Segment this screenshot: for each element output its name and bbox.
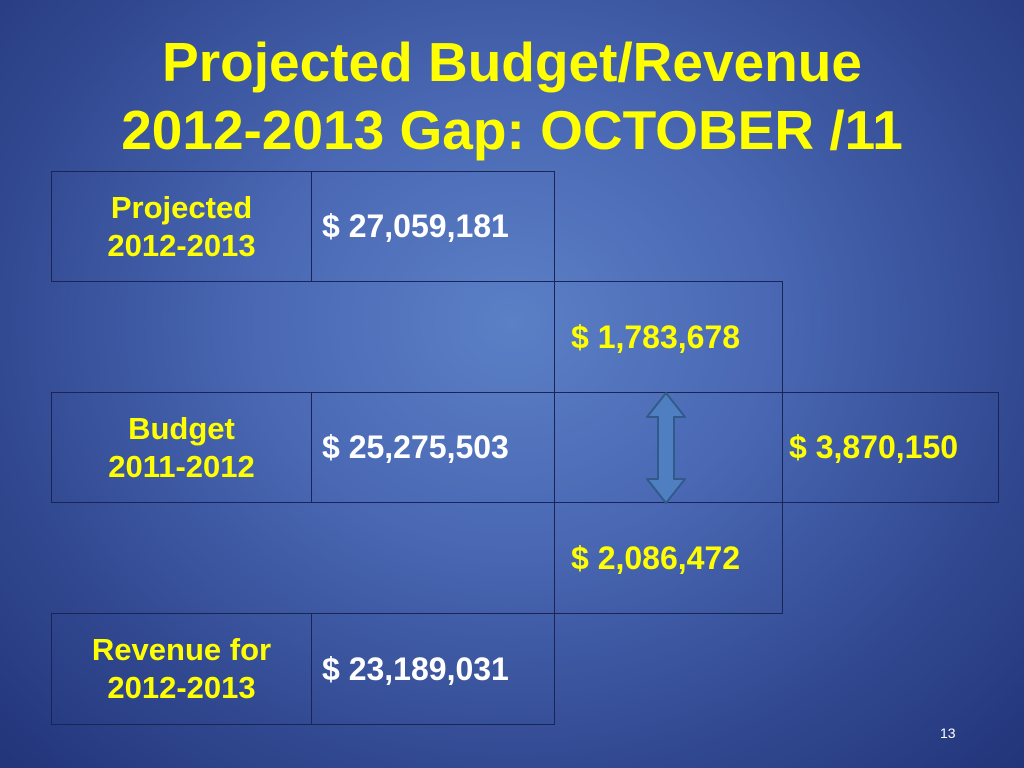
title-line-1: Projected Budget/Revenue: [162, 31, 862, 93]
gap-lower-amount: $ 2,086,472: [571, 539, 741, 576]
budget-amount: $ 25,275,503: [322, 429, 509, 465]
revenue-amount: $ 23,189,031: [322, 650, 509, 687]
double-arrow-icon: [646, 392, 686, 504]
projected-label-cell: Projected 2012-2013: [51, 171, 312, 282]
projected-label-line-1: Projected: [110, 189, 253, 225]
slide-title: Projected Budget/Revenue 2012-2013 Gap: …: [0, 28, 1024, 164]
projected-label-line-2: 2012-2013: [107, 227, 256, 263]
projected-amount-cell: $ 27,059,181: [311, 171, 555, 282]
budget-label-line-2: 2011-2012: [108, 448, 255, 484]
gap-lower-cell: $ 2,086,472: [554, 502, 783, 614]
gap-total-cell: $ 3,870,150: [782, 392, 999, 503]
budget-amount-cell: $ 25,275,503: [311, 392, 555, 503]
revenue-label-line-2: 2012-2013: [107, 670, 256, 705]
gap-upper-cell: $ 1,783,678: [554, 281, 783, 393]
budget-label-cell: Budget 2011-2012: [51, 392, 312, 503]
title-line-2: 2012-2013 Gap: OCTOBER /11: [121, 99, 903, 161]
budget-label-line-1: Budget: [128, 410, 235, 446]
gap-total-amount: $ 3,870,150: [789, 429, 959, 465]
projected-amount: $ 27,059,181: [322, 208, 509, 244]
revenue-label-line-1: Revenue for: [91, 632, 272, 667]
page-number: 13: [940, 725, 956, 741]
revenue-label-cell: Revenue for 2012-2013: [51, 613, 312, 725]
revenue-amount-cell: $ 23,189,031: [311, 613, 555, 725]
gap-upper-amount: $ 1,783,678: [571, 318, 741, 355]
